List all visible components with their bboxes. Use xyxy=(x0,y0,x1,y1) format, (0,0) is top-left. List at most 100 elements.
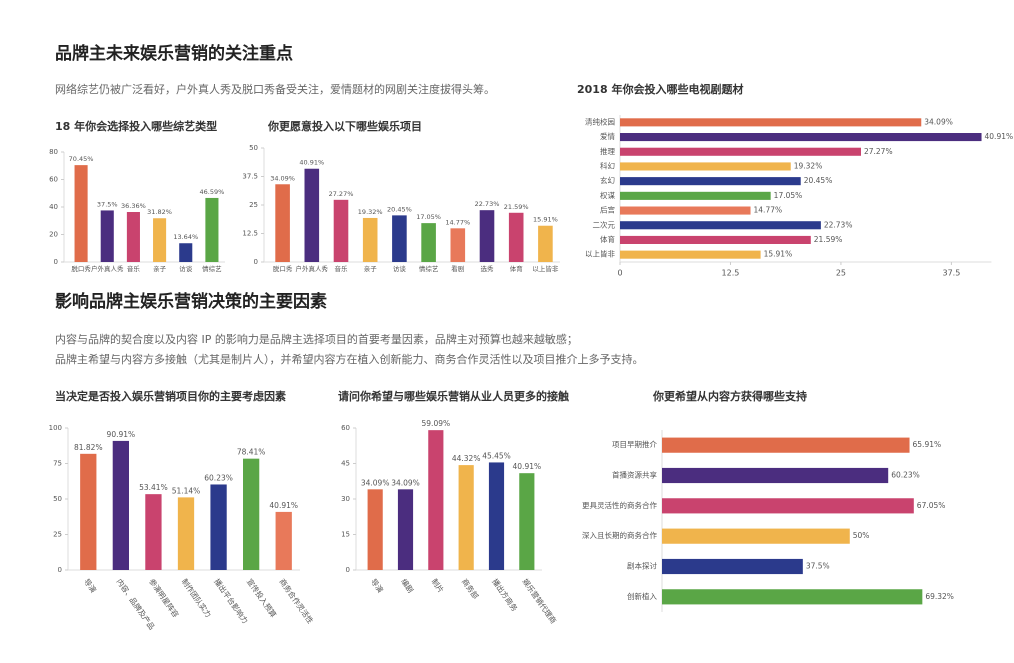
x-tick-label: 播出方商务 xyxy=(490,577,520,614)
x-tick-label: 户外真人秀 xyxy=(91,264,124,273)
x-tick-label: 25 xyxy=(836,269,846,278)
value-label: 81.82% xyxy=(74,443,103,452)
bar xyxy=(620,118,922,127)
value-label: 40.91% xyxy=(269,501,298,510)
value-label: 44.32% xyxy=(452,454,481,463)
x-tick-label: 情综艺 xyxy=(202,264,222,273)
value-label: 50% xyxy=(853,531,870,540)
x-tick-label: 编剧 xyxy=(399,577,416,595)
y-tick-label: 玄幻 xyxy=(600,175,615,185)
bar xyxy=(145,494,162,570)
value-label: 21.59% xyxy=(504,203,529,211)
value-label: 27.27% xyxy=(864,147,893,156)
bar xyxy=(620,177,801,186)
x-tick-label: 体育 xyxy=(510,264,524,273)
value-label: 60.23% xyxy=(891,471,920,480)
x-tick-label: 看剧 xyxy=(451,264,464,273)
value-label: 40.91% xyxy=(513,462,542,471)
y-tick-label: 60 xyxy=(49,176,58,184)
y-tick-label: 爱情 xyxy=(600,131,615,141)
x-tick-label: 商务部 xyxy=(460,577,481,602)
y-tick-label: 推理 xyxy=(600,146,615,156)
y-tick-label: 80 xyxy=(49,148,58,156)
y-tick-label: 体育 xyxy=(600,234,615,244)
x-tick-label: 0 xyxy=(617,269,622,278)
chart-title: 2018 年你会投入哪些电视剧题材 xyxy=(577,82,743,96)
bar xyxy=(421,223,436,262)
bar xyxy=(620,162,791,171)
value-label: 70.45% xyxy=(69,155,94,163)
y-tick-label: 20 xyxy=(49,231,58,239)
x-tick-label: 12.5 xyxy=(722,269,740,278)
y-tick-label: 12.5 xyxy=(242,230,258,238)
bar xyxy=(100,210,114,262)
value-label: 14.77% xyxy=(754,206,783,215)
y-tick-label: 清纯校园 xyxy=(585,116,615,126)
bar xyxy=(80,453,97,570)
bar xyxy=(620,206,751,215)
bar xyxy=(243,458,260,570)
bar xyxy=(458,465,474,570)
y-tick-label: 更具灵活性的商务合作 xyxy=(582,500,657,510)
value-label: 19.32% xyxy=(794,161,823,170)
x-tick-label: 亲子 xyxy=(153,264,167,273)
bar xyxy=(662,528,850,544)
bar xyxy=(367,489,383,570)
y-tick-label: 深入且长期的商务合作 xyxy=(582,530,657,540)
value-label: 60.23% xyxy=(204,473,233,482)
y-tick-label: 权谋 xyxy=(600,190,615,200)
x-tick-label: 商务合作灵活性 xyxy=(277,577,316,626)
section-text: 品牌主希望与内容方多接触（尤其是制片人），并希望内容方在植入创新能力、商务合作灵… xyxy=(55,352,644,366)
bar xyxy=(205,197,219,262)
value-label: 78.41% xyxy=(237,448,266,457)
y-tick-label: 项目早期推介 xyxy=(612,439,657,449)
value-label: 34.09% xyxy=(391,478,420,487)
x-tick-label: 播出平台影响力 xyxy=(212,577,250,626)
x-tick-label: 脱口秀 xyxy=(273,264,293,273)
bar xyxy=(397,489,414,570)
y-tick-label: 创新植入 xyxy=(627,591,657,601)
value-label: 17.05% xyxy=(416,213,441,221)
bar xyxy=(508,212,524,262)
bar xyxy=(179,243,193,262)
value-label: 45.45% xyxy=(482,451,511,460)
y-tick-label: 后宫 xyxy=(600,205,615,215)
value-label: 46.59% xyxy=(200,188,225,196)
x-tick-label: 宣传投入预算 xyxy=(245,577,279,620)
y-tick-label: 首播资源共享 xyxy=(612,470,657,480)
value-label: 21.59% xyxy=(814,235,843,244)
y-tick-label: 50 xyxy=(53,495,62,503)
y-tick-label: 100 xyxy=(49,424,62,432)
chart-title: 18 年你会选择投入哪些综艺类型 xyxy=(55,119,217,133)
value-label: 37.5% xyxy=(97,200,118,208)
chart-title: 你更希望从内容方获得哪些支持 xyxy=(652,389,807,403)
x-tick-label: 制片 xyxy=(430,577,447,595)
value-label: 20.45% xyxy=(804,176,833,185)
y-tick-label: 0 xyxy=(58,566,62,574)
value-label: 34.09% xyxy=(270,174,295,182)
value-label: 67.05% xyxy=(917,501,946,510)
y-tick-label: 40 xyxy=(49,203,58,211)
x-tick-label: 导演 xyxy=(82,577,99,595)
y-tick-label: 0 xyxy=(254,258,258,266)
bar xyxy=(210,484,227,570)
x-tick-label: 访谈 xyxy=(179,264,193,273)
y-tick-label: 0 xyxy=(346,566,350,574)
y-tick-label: 60 xyxy=(341,424,350,432)
value-label: 65.91% xyxy=(913,440,942,449)
bar xyxy=(488,462,505,570)
bar xyxy=(304,168,320,262)
x-tick-label: 制作团队实力 xyxy=(180,577,214,620)
value-label: 34.09% xyxy=(924,117,953,126)
chart-title: 你更愿意投入以下哪些娱乐项目 xyxy=(267,119,422,133)
value-label: 90.91% xyxy=(107,430,136,439)
value-label: 13.64% xyxy=(173,233,198,241)
bar xyxy=(620,147,861,156)
value-label: 51.14% xyxy=(172,486,201,495)
bar xyxy=(153,218,167,262)
value-label: 40.91% xyxy=(299,159,324,167)
value-label: 37.5% xyxy=(806,562,830,571)
bar xyxy=(177,497,195,570)
